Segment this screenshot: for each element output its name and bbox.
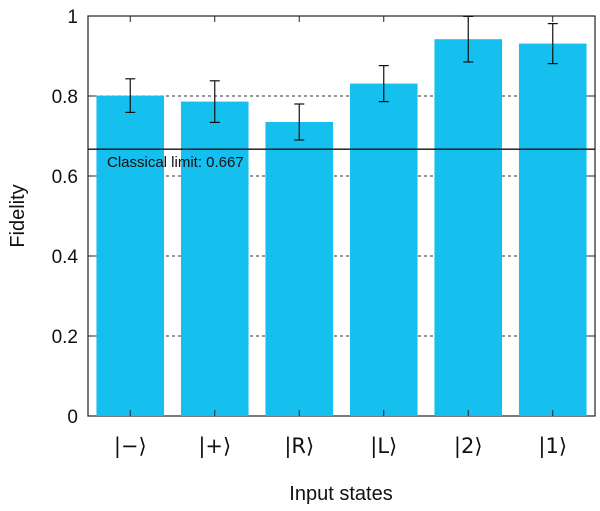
bars xyxy=(96,39,587,416)
x-axis-title: Input states xyxy=(289,483,392,505)
error-bar xyxy=(378,64,389,103)
x-tick-label: |1⟩ xyxy=(538,434,567,459)
y-tick-label: 0.2 xyxy=(52,327,78,348)
bar xyxy=(349,83,418,416)
gridlines xyxy=(88,95,595,337)
bar xyxy=(180,101,249,416)
x-tick-label: |R⟩ xyxy=(284,434,314,459)
error-bar xyxy=(547,23,558,65)
y-axis-ticks: 0 0.2 0.4 0.6 0.8 1 xyxy=(52,7,595,428)
bar xyxy=(96,95,165,416)
y-tick-label: 0.8 xyxy=(52,87,78,108)
error-bar xyxy=(294,103,305,141)
error-bars xyxy=(125,15,558,141)
x-tick-label: |−⟩ xyxy=(114,434,147,459)
bar xyxy=(518,43,587,416)
y-tick-label: 0.4 xyxy=(52,247,79,268)
x-tick-label: |L⟩ xyxy=(370,434,397,459)
bar xyxy=(434,39,503,416)
classical-limit-label: Classical limit: 0.667 xyxy=(107,154,244,171)
x-tick-label: |2⟩ xyxy=(454,434,483,459)
x-axis-ticks: |−⟩ |+⟩ |R⟩ |L⟩ |2⟩ |1⟩ xyxy=(114,16,567,459)
bar xyxy=(265,122,334,416)
error-bar xyxy=(125,78,136,114)
plot-frame xyxy=(87,15,596,417)
error-bar xyxy=(209,80,220,124)
y-axis-title: Fidelity xyxy=(7,184,29,247)
x-tick-label: |+⟩ xyxy=(198,434,231,459)
y-tick-label: 0.6 xyxy=(52,167,78,188)
y-tick-label: 0 xyxy=(67,407,78,428)
y-tick-label: 1 xyxy=(67,7,78,28)
